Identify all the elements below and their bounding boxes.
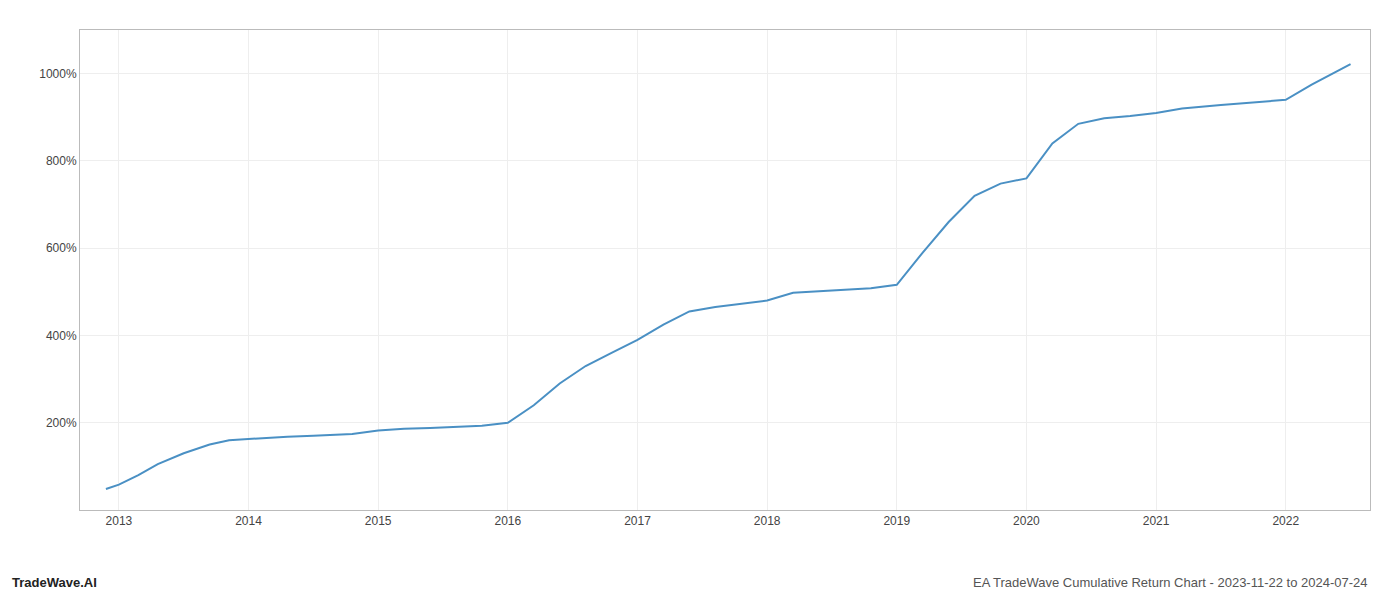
svg-text:2014: 2014 <box>235 514 262 528</box>
svg-text:400%: 400% <box>46 329 77 343</box>
svg-text:2015: 2015 <box>365 514 392 528</box>
svg-text:600%: 600% <box>46 241 77 255</box>
svg-text:2020: 2020 <box>1013 514 1040 528</box>
svg-text:2022: 2022 <box>1272 514 1299 528</box>
svg-text:2019: 2019 <box>883 514 910 528</box>
svg-text:2018: 2018 <box>754 514 781 528</box>
svg-text:200%: 200% <box>46 416 77 430</box>
svg-text:2021: 2021 <box>1143 514 1170 528</box>
svg-text:2013: 2013 <box>106 514 133 528</box>
svg-text:EA TradeWave Cumulative Return: EA TradeWave Cumulative Return Chart - 2… <box>973 575 1368 590</box>
svg-text:TradeWave.AI: TradeWave.AI <box>12 575 97 590</box>
svg-text:800%: 800% <box>46 154 77 168</box>
svg-text:2017: 2017 <box>624 514 651 528</box>
svg-text:1000%: 1000% <box>39 67 77 81</box>
svg-text:2016: 2016 <box>494 514 521 528</box>
